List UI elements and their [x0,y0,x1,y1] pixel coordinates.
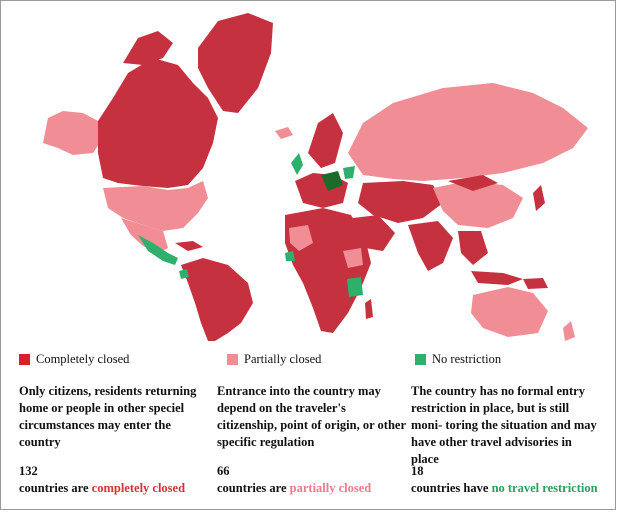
region-caribbean[interactable] [175,241,203,251]
legend-label: No restriction [432,351,502,366]
legend-label: Partially closed [244,351,322,366]
region-usa[interactable] [103,181,208,231]
legend-partially-closed: Partially closed [227,351,321,367]
region-indonesia[interactable] [471,271,523,285]
legend-no-restriction: No restriction [415,351,501,367]
column-count: 66 [217,464,230,478]
column-summary-prefix: countries are [19,481,89,495]
region-madagascar[interactable] [365,299,373,319]
region-alaska[interactable] [43,111,103,155]
column-description: Only citizens, residents returning home … [19,384,197,449]
region-papua[interactable] [523,278,548,289]
column-summary-highlight: partially closed [289,481,372,495]
column-summary: countries have no travel restriction [411,480,601,497]
legend-label: Completely closed [36,351,130,366]
region-southeast-asia[interactable] [458,231,488,265]
region-west-africa-pink[interactable] [289,225,313,251]
region-central-europe-dark[interactable] [321,171,343,191]
region-india[interactable] [408,221,453,271]
column-summary-highlight: no travel restriction [491,481,598,495]
region-uk[interactable] [291,153,303,175]
world-map [3,3,615,341]
region-new-zealand[interactable] [563,321,575,341]
region-colombia-green[interactable] [179,269,189,279]
region-central-asia[interactable] [358,181,443,223]
region-south-america[interactable] [181,258,253,341]
region-russia[interactable] [348,83,588,181]
legend-swatch-pink [227,353,238,365]
column-description: Entrance into the country may depend on … [217,384,406,449]
legend-completely-closed: Completely closed [19,351,129,367]
column-count: 18 [411,464,424,478]
region-mexico[interactable] [121,218,168,253]
legend-swatch-red [19,353,30,365]
column-count: 132 [19,464,38,478]
legend-swatch-green [415,353,426,365]
column-description: The country has no formal entry restrict… [411,384,597,466]
region-japan[interactable] [533,185,545,211]
world-map-svg [43,13,588,341]
region-canada[interactable] [98,58,218,188]
region-australia[interactable] [471,287,548,337]
column-summary-highlight: completely closed [91,481,186,495]
column-partially-closed: Entrance into the country may depend on … [217,383,407,497]
region-baltics-green[interactable] [343,166,355,179]
region-scandinavia[interactable] [308,113,343,168]
column-completely-closed: Only citizens, residents returning home … [19,383,209,497]
region-greenland[interactable] [198,13,273,113]
region-west-africa-green[interactable] [285,251,295,261]
region-china[interactable] [433,181,523,228]
region-mongolia[interactable] [448,175,498,191]
column-summary: countries are partially closed [217,480,407,497]
region-iceland[interactable] [275,127,293,139]
column-no-restriction: The country has no formal entry restrict… [411,383,601,497]
region-tanzania-green[interactable] [347,277,363,297]
region-arctic-islands[interactable] [123,31,173,65]
column-summary-prefix: countries have [411,481,489,495]
region-central-america-green[interactable] [138,235,178,265]
column-summary: countries are completely closed [19,480,209,497]
column-summary-prefix: countries are [217,481,287,495]
region-east-africa-pink[interactable] [343,248,363,268]
